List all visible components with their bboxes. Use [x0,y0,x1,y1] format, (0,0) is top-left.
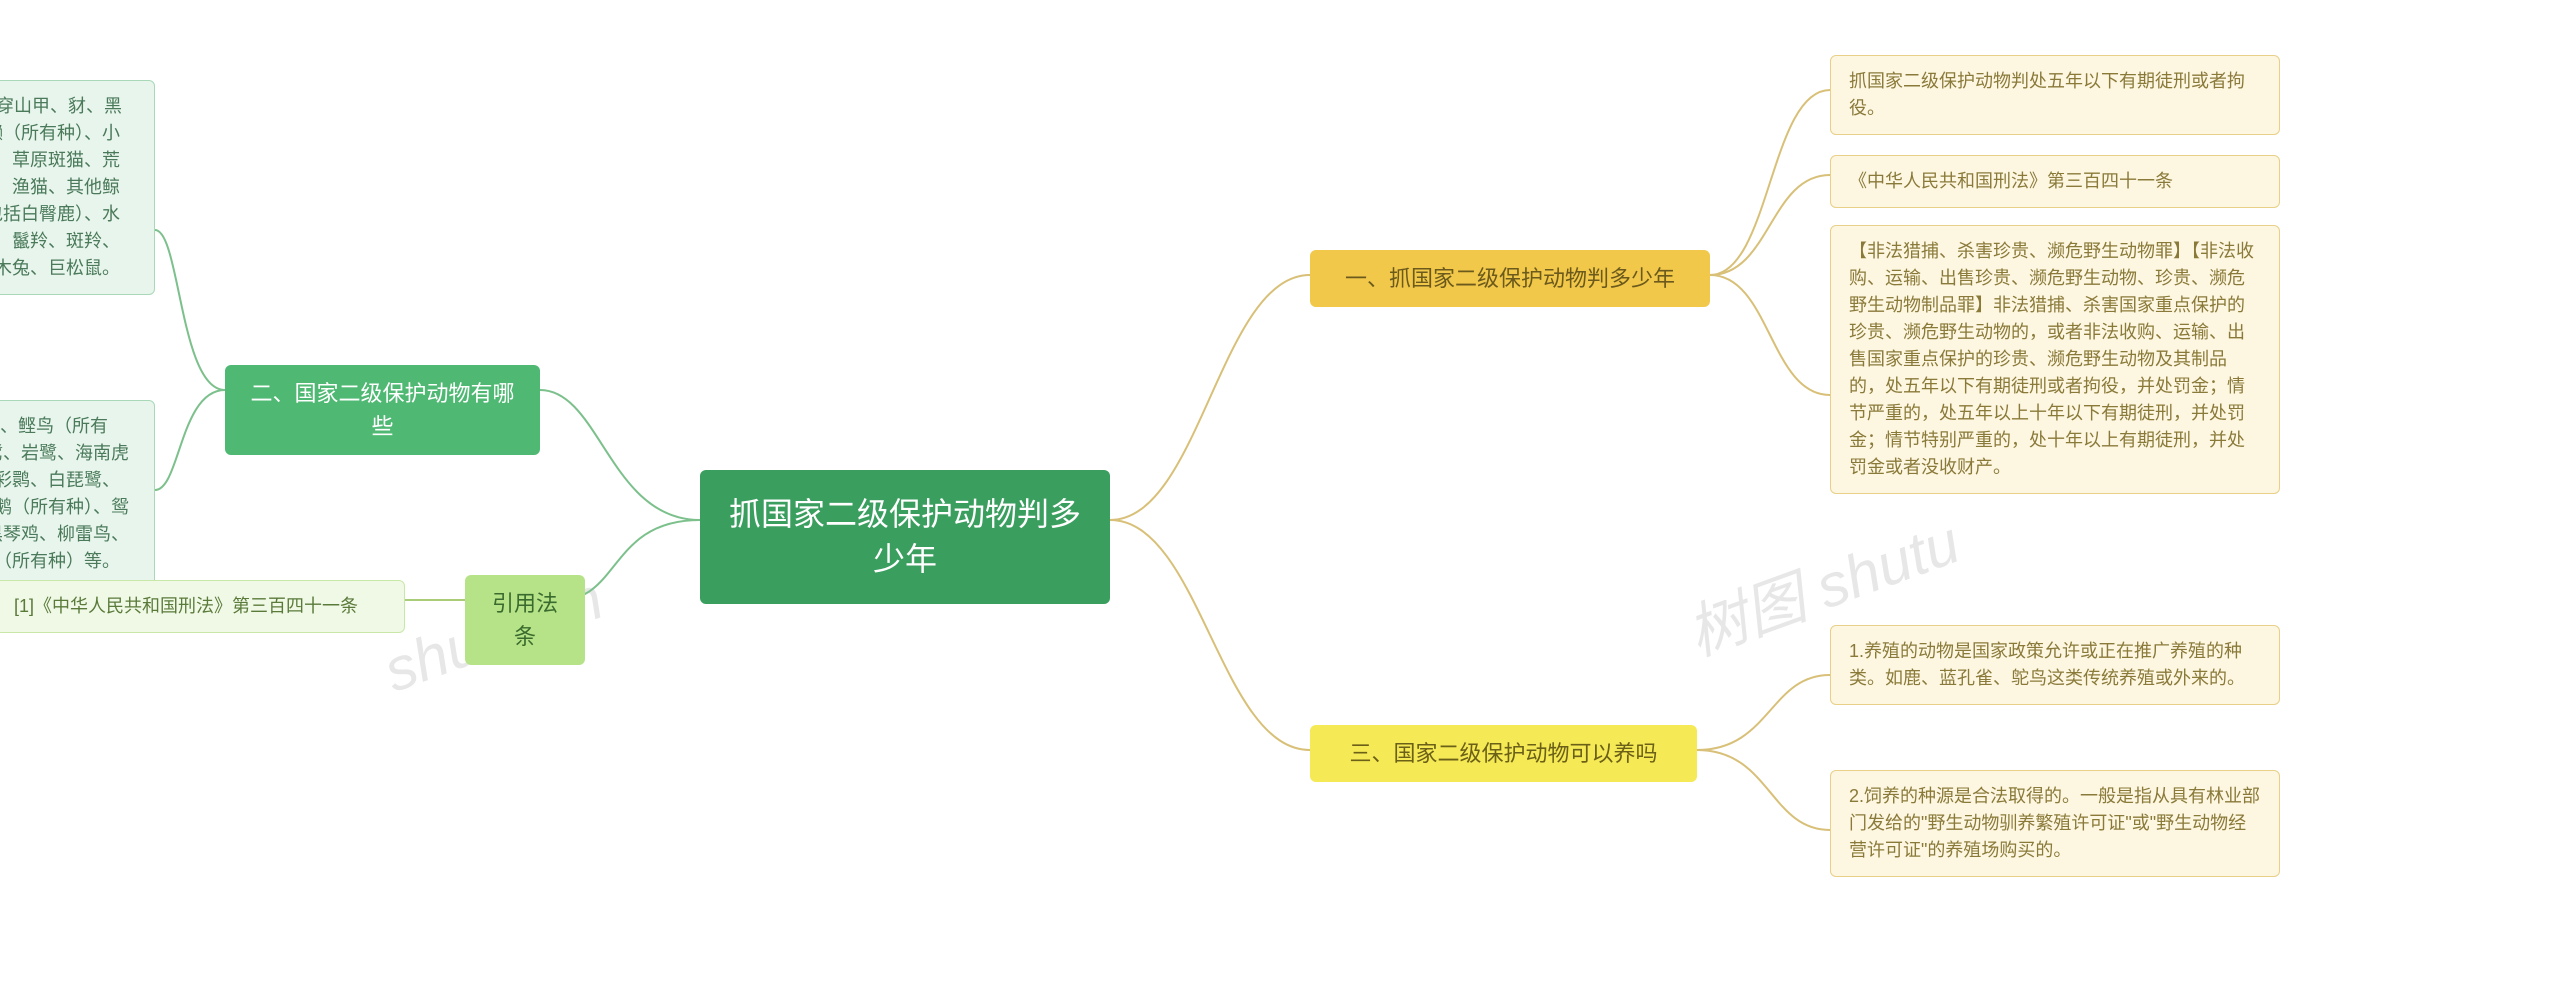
leaf-r1-1: 抓国家二级保护动物判处五年以下有期徒刑或者拘役。 [1830,55,2280,135]
branch-right-2-label: 三、国家二级保护动物可以养吗 [1349,741,1657,766]
branch-right-1-label: 一、抓国家二级保护动物判多少年 [1345,266,1675,291]
branch-left-2-label: 引用法条 [492,591,558,649]
leaf-r2-1: 1.养殖的动物是国家政策允许或正在推广养殖的种类。如鹿、蓝孔雀、鸵鸟这类传统养殖… [1830,625,2280,705]
center-node: 抓国家二级保护动物判多 少年 [700,470,1110,604]
leaf-l2-1: [1]《中华人民共和国刑法》第三百四十一条 [0,580,405,633]
leaf-l2-1-text: [1]《中华人民共和国刑法》第三百四十一条 [14,596,358,616]
branch-left-1: 二、国家二级保护动物有哪些 [225,365,540,455]
leaf-r1-2-text: 《中华人民共和国刑法》第三百四十一条 [1849,171,2173,191]
branch-right-1: 一、抓国家二级保护动物判多少年 [1310,250,1710,307]
center-title: 抓国家二级保护动物判多 少年 [729,496,1081,577]
branch-left-1-label: 二、国家二级保护动物有哪些 [250,381,514,439]
leaf-r1-3-text: 【非法猎捕、杀害珍贵、濒危野生动物罪】【非法收购、运输、出售珍贵、濒危野生动物、… [1849,241,2254,477]
branch-right-2: 三、国家二级保护动物可以养吗 [1310,725,1697,782]
branch-left-2: 引用法条 [465,575,585,665]
leaf-l1-2-text: 2.鸟纲：角、赤颈、鹈鹕（所有种）、鲣鸟（所有种）、海鸬鹚、黑颈鸬鹚、黄嘴白鹭、… [0,416,129,571]
leaf-l1-2: 2.鸟纲：角、赤颈、鹈鹕（所有种）、鲣鸟（所有种）、海鸬鹚、黑颈鸬鹚、黄嘴白鹭、… [0,400,155,588]
leaf-r2-2: 2.饲养的种源是合法取得的。一般是指从具有林业部门发给的"野生动物驯养繁殖许可证… [1830,770,2280,877]
leaf-r1-2: 《中华人民共和国刑法》第三百四十一条 [1830,155,2280,208]
leaf-r2-2-text: 2.饲养的种源是合法取得的。一般是指从具有林业部门发给的"野生动物驯养繁殖许可证… [1849,786,2260,860]
leaf-l1-1-text: 13兽纲：短尾猴、猕猴、藏酋猴、穿山甲、豺、黑熊、棕熊（包括马熊）、石貂、水獭（… [0,96,122,278]
leaf-r1-1-text: 抓国家二级保护动物判处五年以下有期徒刑或者拘役。 [1849,71,2245,118]
leaf-r2-1-text: 1.养殖的动物是国家政策允许或正在推广养殖的种类。如鹿、蓝孔雀、鸵鸟这类传统养殖… [1849,641,2245,688]
leaf-r1-3: 【非法猎捕、杀害珍贵、濒危野生动物罪】【非法收购、运输、出售珍贵、濒危野生动物、… [1830,225,2280,494]
leaf-l1-1: 13兽纲：短尾猴、猕猴、藏酋猴、穿山甲、豺、黑熊、棕熊（包括马熊）、石貂、水獭（… [0,80,155,295]
